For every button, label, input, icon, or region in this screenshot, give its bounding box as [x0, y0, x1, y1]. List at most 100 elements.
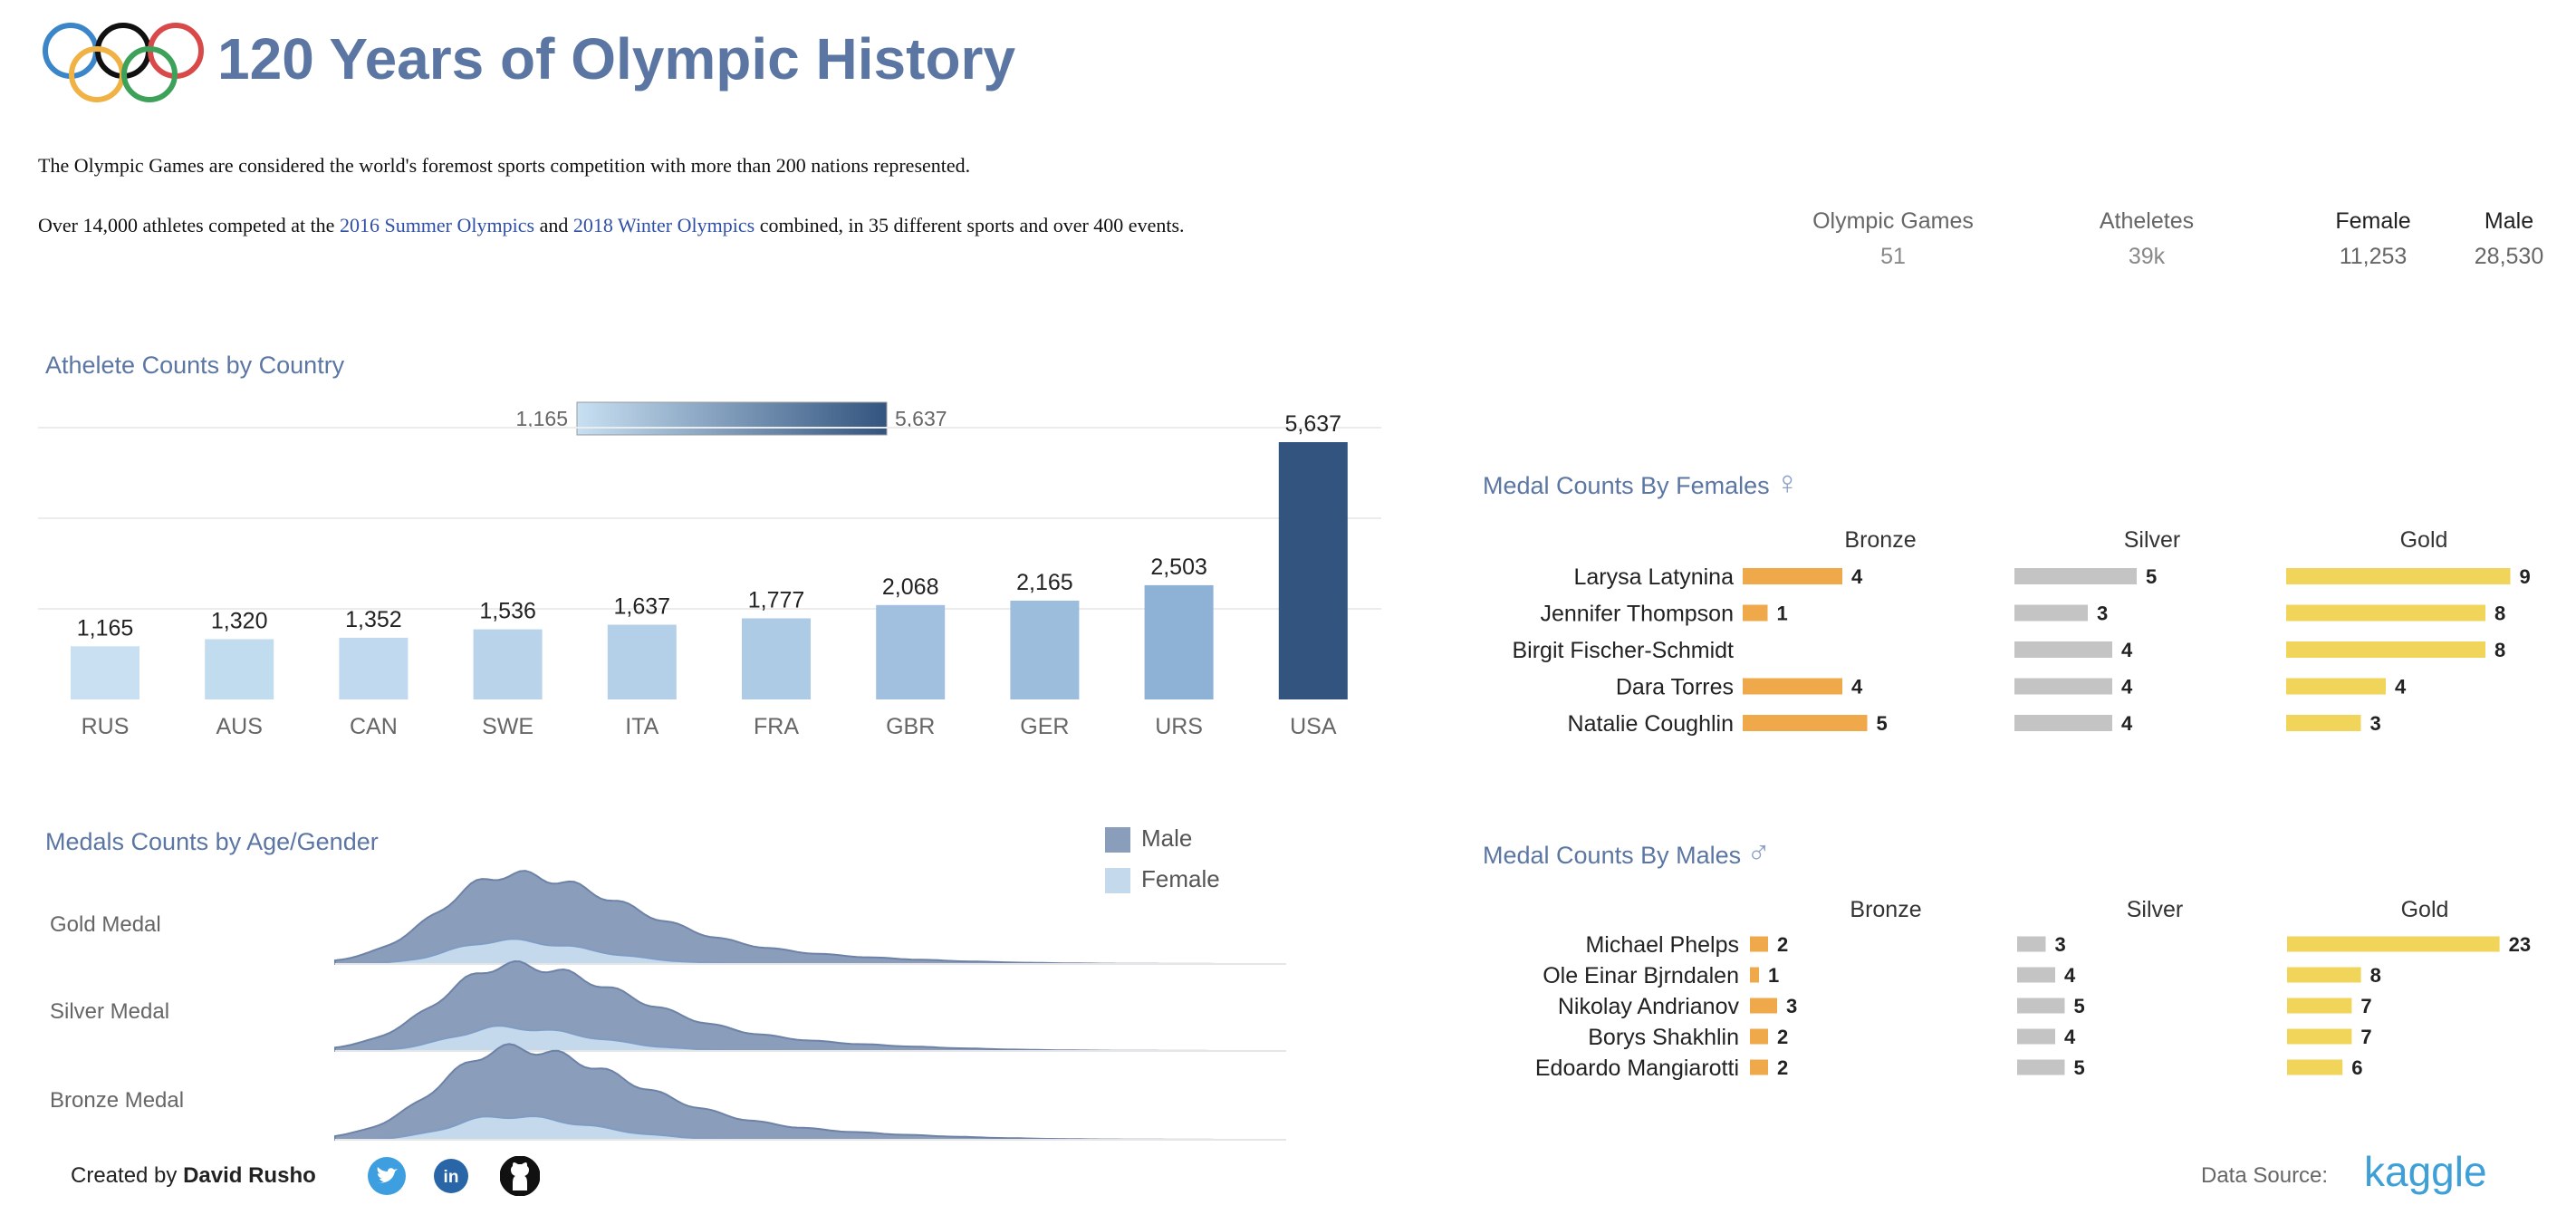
country-bar-chart: 1,165 5,637 1,165 RUS 1,320 AUS 1,352 CAN 1,536 S…: [38, 401, 1381, 739]
intro-text-1: The Olympic Games are considered the wor…: [38, 154, 971, 177]
bar-value-label: 2,068: [882, 574, 939, 600]
medal-bar-silver: [2014, 678, 2112, 695]
column-header-silver: Silver: [2124, 527, 2181, 553]
x-tick-label: GER: [1020, 714, 1069, 739]
github-icon[interactable]: [500, 1156, 540, 1196]
medal-value-label: 5: [1877, 712, 1888, 735]
medal-value-label: 4: [2121, 676, 2133, 699]
medal-bar-bronze: [1743, 604, 1768, 622]
x-tick-label: SWE: [482, 714, 533, 739]
intro-text-2c: combined, in 35 different sports and ove…: [755, 214, 1185, 236]
medal-value-label: 4: [2121, 712, 2133, 735]
athlete-name: Jennifer Thompson: [1540, 602, 1734, 627]
medal-bar-gold: [2286, 678, 2386, 695]
kpi-value: 39k: [2128, 244, 2166, 269]
bar-swe: [473, 629, 543, 699]
bar-ger: [1010, 600, 1080, 699]
bar-ita: [607, 624, 677, 699]
bar-value-label: 1,320: [211, 608, 268, 633]
athlete-name: Dara Torres: [1616, 675, 1734, 700]
medal-value-label: 3: [2370, 712, 2381, 735]
medal-value-label: 6: [2351, 1056, 2362, 1079]
medal-bar-silver: [2017, 967, 2055, 983]
medal-bar-bronze: [1743, 715, 1868, 731]
summer-olympics-link[interactable]: 2016 Summer Olympics: [339, 214, 535, 236]
winter-olympics-link[interactable]: 2018 Winter Olympics: [572, 214, 755, 236]
column-header-gold: Gold: [2401, 897, 2449, 922]
medal-value-label: 8: [2370, 964, 2381, 987]
x-tick-label: URS: [1155, 714, 1203, 739]
female-chart-title: Medal Counts By Females ♀: [1483, 464, 1800, 502]
female-chart-title-text: Medal Counts By Females: [1483, 472, 1770, 499]
legend-item-female: Female: [1105, 865, 1220, 894]
x-tick-label: USA: [1290, 714, 1337, 739]
medal-bar-bronze: [1750, 1028, 1768, 1045]
country-chart-title: Athelete Counts by Country: [45, 352, 345, 379]
medal-value-label: 5: [2074, 1056, 2085, 1079]
page-title: 120 Years of Olympic History: [217, 26, 1016, 92]
kpi-label: Atheletes: [2099, 208, 2195, 234]
medal-value-label: 5: [2146, 565, 2157, 588]
medal-value-label: 4: [2121, 639, 2133, 661]
age-gender-chart-title: Medals Counts by Age/Gender: [45, 828, 379, 855]
kaggle-logo[interactable]: kaggle: [2364, 1148, 2487, 1195]
ridge-row-label: Bronze Medal: [50, 1088, 184, 1113]
medal-value-label: 4: [2064, 964, 2076, 987]
medal-value-label: 5: [2074, 995, 2085, 1017]
kpi-female: Female 11,253: [2283, 208, 2464, 270]
legend-label-male: Male: [1141, 824, 1193, 852]
medal-bar-bronze: [1750, 936, 1768, 952]
color-legend-min-label: 1,165: [515, 407, 568, 430]
x-tick-label: CAN: [350, 714, 398, 739]
intro-text-2b: and: [534, 214, 573, 236]
twitter-icon[interactable]: [367, 1156, 407, 1196]
bar-value-label: 1,777: [748, 587, 805, 612]
bar-value-label: 1,352: [345, 607, 402, 632]
column-header-silver: Silver: [2127, 897, 2184, 922]
bar-value-label: 2,165: [1016, 570, 1073, 595]
medal-bar-gold: [2287, 998, 2352, 1014]
bar-gbr: [876, 604, 946, 699]
medal-bar-gold: [2286, 715, 2361, 731]
bar-value-label: 2,503: [1150, 554, 1207, 580]
male-chart-title-text: Medal Counts By Males: [1483, 842, 1742, 869]
medal-value-label: 3: [2097, 602, 2108, 625]
medal-value-label: 2: [1777, 1026, 1788, 1048]
medal-value-label: 4: [2064, 1026, 2076, 1048]
bar-value-label: 1,637: [614, 594, 671, 620]
medal-value-label: 23: [2509, 933, 2531, 956]
medal-value-label: 9: [2520, 565, 2531, 588]
kpi-label: Female: [2335, 208, 2411, 234]
legend-item-male: Male: [1105, 824, 1220, 853]
legend-swatch-female: [1105, 868, 1130, 894]
athlete-name: Borys Shakhlin: [1588, 1025, 1739, 1050]
medal-value-label: 2: [1777, 1056, 1788, 1079]
legend-swatch-male: [1105, 827, 1130, 853]
athlete-name: Birgit Fischer-Schmidt: [1513, 638, 1735, 663]
footer-created-by: Created by: [71, 1163, 184, 1188]
linkedin-icon[interactable]: in: [433, 1158, 469, 1194]
medal-bar-silver: [2014, 715, 2112, 731]
kpi-olympic-games: Olympic Games 51: [1802, 208, 1984, 270]
x-tick-label: FRA: [754, 714, 799, 739]
medal-value-label: 4: [1851, 676, 1863, 699]
kpi-value: 11,253: [2339, 244, 2408, 269]
medal-bar-silver: [2014, 604, 2088, 622]
kpi-atheletes: Atheletes 39k: [2056, 208, 2237, 270]
athlete-name: Nikolay Andrianov: [1558, 994, 1740, 1019]
medal-bar-silver: [2014, 641, 2112, 658]
ridge-row-label: Gold Medal: [50, 912, 161, 937]
footer-author: David Rusho: [183, 1163, 316, 1188]
x-tick-label: AUS: [216, 714, 262, 739]
medal-bar-silver: [2014, 568, 2137, 584]
medal-value-label: 3: [2055, 933, 2066, 956]
medal-bar-gold: [2287, 967, 2361, 983]
athlete-name: Edoardo Mangiarotti: [1535, 1056, 1739, 1081]
athlete-name: Michael Phelps: [1585, 932, 1739, 958]
kpi-value: 51: [1880, 244, 1906, 269]
athlete-name: Ole Einar Bjrndalen: [1543, 963, 1739, 988]
x-tick-label: GBR: [886, 714, 935, 739]
kpi-label: Olympic Games: [1812, 208, 1974, 234]
medal-value-label: 8: [2494, 639, 2505, 661]
